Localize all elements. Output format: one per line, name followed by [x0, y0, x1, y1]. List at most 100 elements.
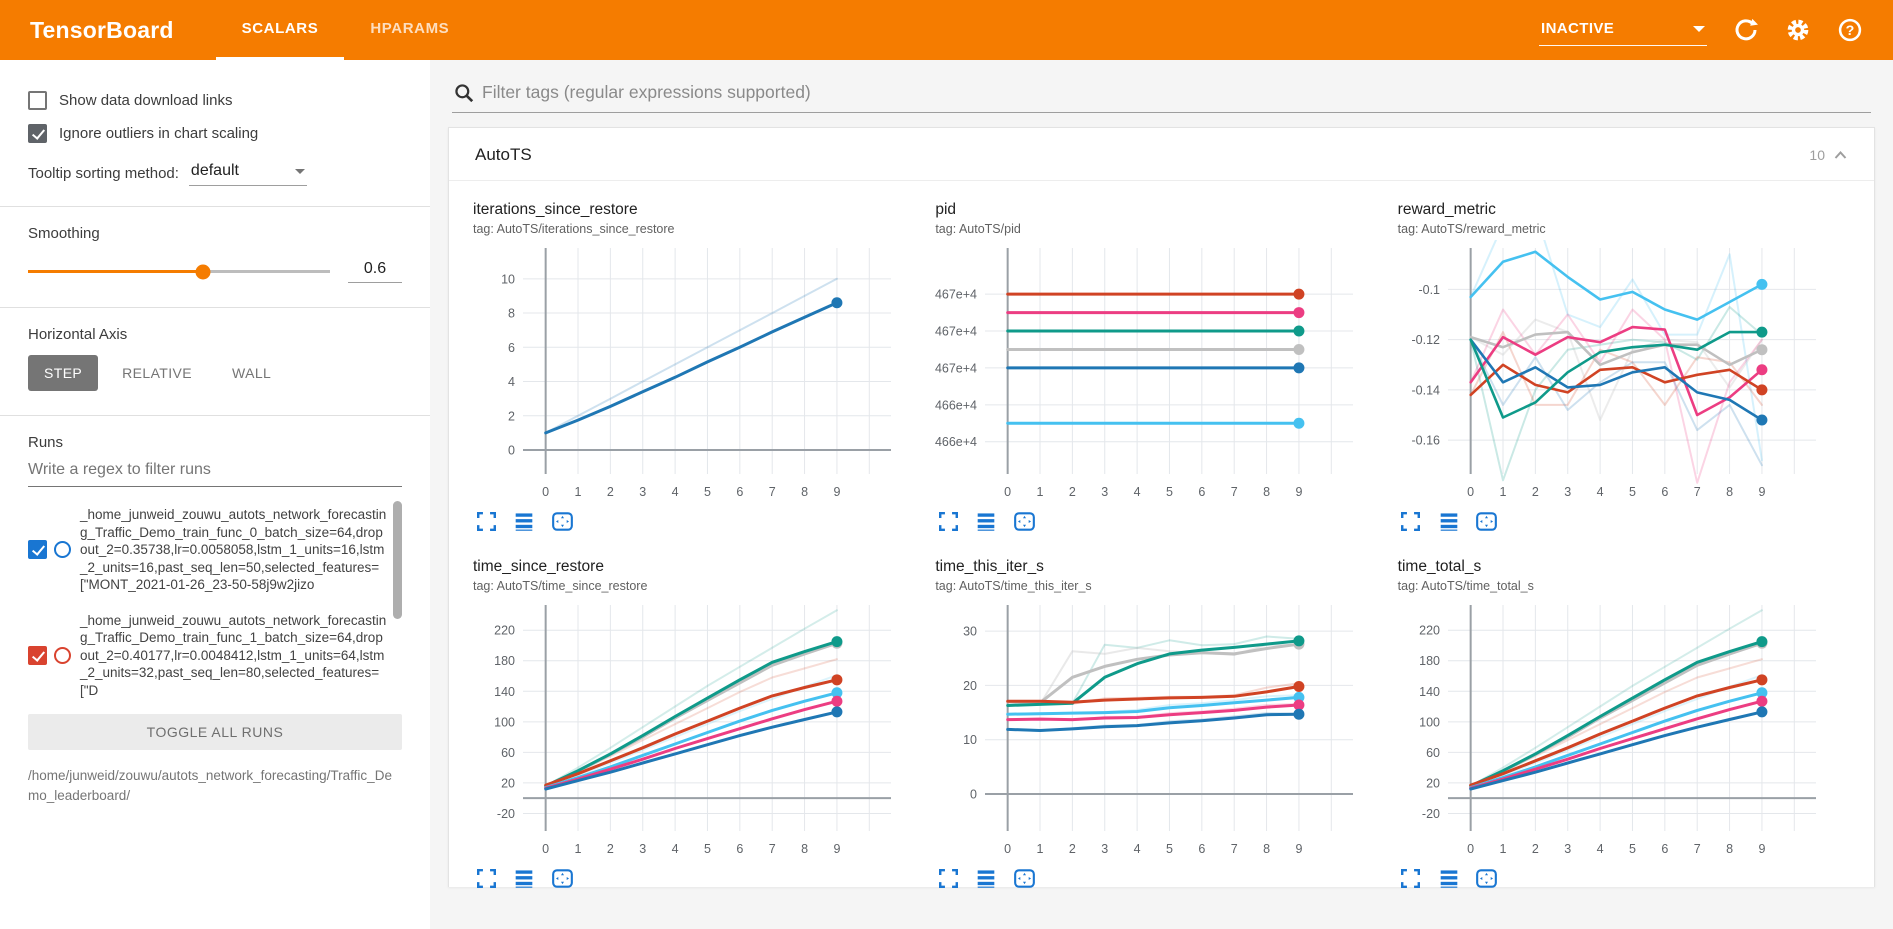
fit-domain-button[interactable] — [1013, 510, 1035, 532]
chart-card-reward_metric: reward_metric tag: AutoTS/reward_metric -0… — [1398, 201, 1850, 532]
svg-text:3: 3 — [1564, 842, 1571, 856]
section-title: AutoTS — [475, 145, 532, 164]
tag-filter-input[interactable] — [482, 82, 1869, 103]
axis-relative-button[interactable]: RELATIVE — [106, 355, 208, 391]
svg-text:4: 4 — [1596, 485, 1603, 499]
chart-tag: tag: AutoTS/time_since_restore — [473, 579, 648, 593]
run-status-value: INACTIVE — [1541, 20, 1615, 37]
run-visibility-checkbox[interactable] — [28, 646, 47, 666]
run-visibility-checkbox[interactable] — [28, 540, 47, 560]
data-table-button[interactable] — [1438, 867, 1460, 889]
data-table-icon — [515, 512, 533, 531]
data-table-button[interactable] — [513, 510, 535, 532]
svg-text:9: 9 — [1296, 842, 1303, 856]
svg-text:6: 6 — [1661, 842, 1668, 856]
chart-tag: tag: AutoTS/iterations_since_restore — [473, 222, 675, 236]
maximize-button[interactable] — [937, 867, 959, 889]
data-table-button[interactable] — [1438, 510, 1460, 532]
run-solo-radio[interactable] — [54, 541, 71, 559]
fit-domain-button[interactable] — [1476, 510, 1498, 532]
maximize-button[interactable] — [1400, 867, 1422, 889]
data-table-button[interactable] — [975, 867, 997, 889]
svg-text:8: 8 — [1726, 485, 1733, 499]
svg-text:8: 8 — [801, 485, 808, 499]
autots-section-header[interactable]: AutoTS 10 — [449, 128, 1874, 181]
refresh-button[interactable] — [1733, 17, 1759, 43]
fit-domain-button[interactable] — [551, 510, 573, 532]
chevron-up-icon[interactable] — [1833, 149, 1848, 161]
svg-text:3: 3 — [1102, 842, 1109, 856]
svg-text:9: 9 — [833, 485, 840, 499]
chart-plot[interactable]: -20 20 60 100 140 180 220 0 1 2 3 4 5 6 7 8 9 — [473, 597, 893, 863]
smoothing-slider[interactable] — [28, 264, 330, 279]
svg-text:1: 1 — [1499, 842, 1506, 856]
chart-plot[interactable]: -20 20 60 100 140 180 220 0 1 2 3 4 5 6 7 8 9 — [1398, 597, 1818, 863]
run-solo-radio[interactable] — [54, 647, 71, 665]
help-button[interactable]: ? — [1837, 17, 1863, 43]
maximize-button[interactable] — [1400, 510, 1422, 532]
svg-text:220: 220 — [1419, 624, 1440, 638]
settings-button[interactable] — [1785, 17, 1811, 43]
svg-text:1: 1 — [1499, 485, 1506, 499]
svg-text:7: 7 — [1693, 842, 1700, 856]
maximize-icon — [1401, 511, 1421, 531]
fit-domain-button[interactable] — [1013, 867, 1035, 889]
run-list: _home_junweid_zouwu_autots_network_forec… — [28, 497, 402, 708]
svg-text:-0.12: -0.12 — [1411, 333, 1440, 347]
svg-text:3: 3 — [639, 485, 646, 499]
maximize-button[interactable] — [475, 510, 497, 532]
svg-text:6: 6 — [1199, 842, 1206, 856]
svg-text:8: 8 — [508, 307, 515, 321]
data-table-button[interactable] — [513, 867, 535, 889]
runs-filter-input[interactable] — [28, 455, 402, 487]
smoothing-slider-knob[interactable] — [195, 264, 211, 279]
svg-text:140: 140 — [494, 685, 515, 699]
toggle-all-runs-button[interactable]: TOGGLE ALL RUNS — [28, 714, 402, 751]
run-status-dropdown[interactable]: INACTIVE — [1539, 14, 1707, 46]
svg-text:-0.1: -0.1 — [1418, 283, 1440, 297]
svg-text:20: 20 — [963, 679, 977, 693]
fit-domain-button[interactable] — [1476, 867, 1498, 889]
run-item[interactable]: _home_junweid_zouwu_autots_network_forec… — [28, 497, 388, 603]
run-name: _home_junweid_zouwu_autots_network_forec… — [80, 507, 387, 593]
run-name: _home_junweid_zouwu_autots_network_forec… — [80, 612, 387, 698]
tab-scalars[interactable]: SCALARS — [215, 0, 345, 60]
chart-plot[interactable]: 0 2 4 6 8 10 0 1 2 3 4 5 6 7 8 9 — [473, 240, 893, 506]
maximize-button[interactable] — [475, 867, 497, 889]
svg-text:7: 7 — [769, 485, 776, 499]
run-list-scrollbar[interactable] — [393, 501, 402, 619]
svg-text:6: 6 — [1199, 485, 1206, 499]
gear-icon — [1787, 19, 1809, 41]
chart-plot[interactable]: -0.1 -0.12 -0.14 -0.16 0 1 2 3 4 5 6 7 8 9 — [1398, 240, 1818, 506]
svg-text:180: 180 — [494, 654, 515, 668]
axis-wall-button[interactable]: WALL — [216, 355, 287, 391]
svg-text:0: 0 — [1005, 485, 1012, 499]
fit-domain-icon — [551, 511, 573, 531]
data-table-icon — [1440, 869, 1457, 888]
chart-card-iterations_since_restore: iterations_since_restore tag: AutoTS/iter… — [473, 201, 925, 532]
tab-hparams[interactable]: HPARAMS — [370, 20, 450, 37]
data-table-button[interactable] — [975, 510, 997, 532]
svg-text:5: 5 — [1629, 485, 1636, 499]
svg-text:220: 220 — [494, 624, 515, 638]
axis-step-button[interactable]: STEP — [28, 355, 99, 391]
svg-text:2.467e+4: 2.467e+4 — [935, 325, 977, 339]
app-header: TensorBoard SCALARS HPARAMS INACTIVE ? — [0, 0, 1893, 60]
svg-text:6: 6 — [508, 341, 515, 355]
ignore-outliers-checkbox[interactable] — [28, 124, 47, 143]
chart-actions — [1398, 506, 1850, 532]
show-download-links-checkbox[interactable] — [28, 91, 47, 110]
fit-domain-button[interactable] — [551, 867, 573, 889]
chart-plot[interactable]: 0 10 20 30 0 1 2 3 4 5 6 7 8 9 — [935, 597, 1355, 863]
run-item[interactable]: _home_junweid_zouwu_autots_network_forec… — [28, 603, 388, 709]
svg-text:2.467e+4: 2.467e+4 — [935, 361, 977, 375]
maximize-button[interactable] — [937, 510, 959, 532]
svg-text:9: 9 — [833, 842, 840, 856]
chart-plot[interactable]: 2.467e+4 2.467e+4 2.467e+4 2.466e+4 2.466e+4… — [935, 240, 1355, 506]
tooltip-sorting-dropdown[interactable]: default — [188, 160, 307, 186]
svg-text:100: 100 — [1419, 715, 1440, 729]
svg-text:9: 9 — [1296, 485, 1303, 499]
svg-text:2.466e+4: 2.466e+4 — [935, 435, 977, 449]
chart-card-time_this_iter_s: time_this_iter_s tag: AutoTS/time_this_it… — [935, 558, 1387, 889]
